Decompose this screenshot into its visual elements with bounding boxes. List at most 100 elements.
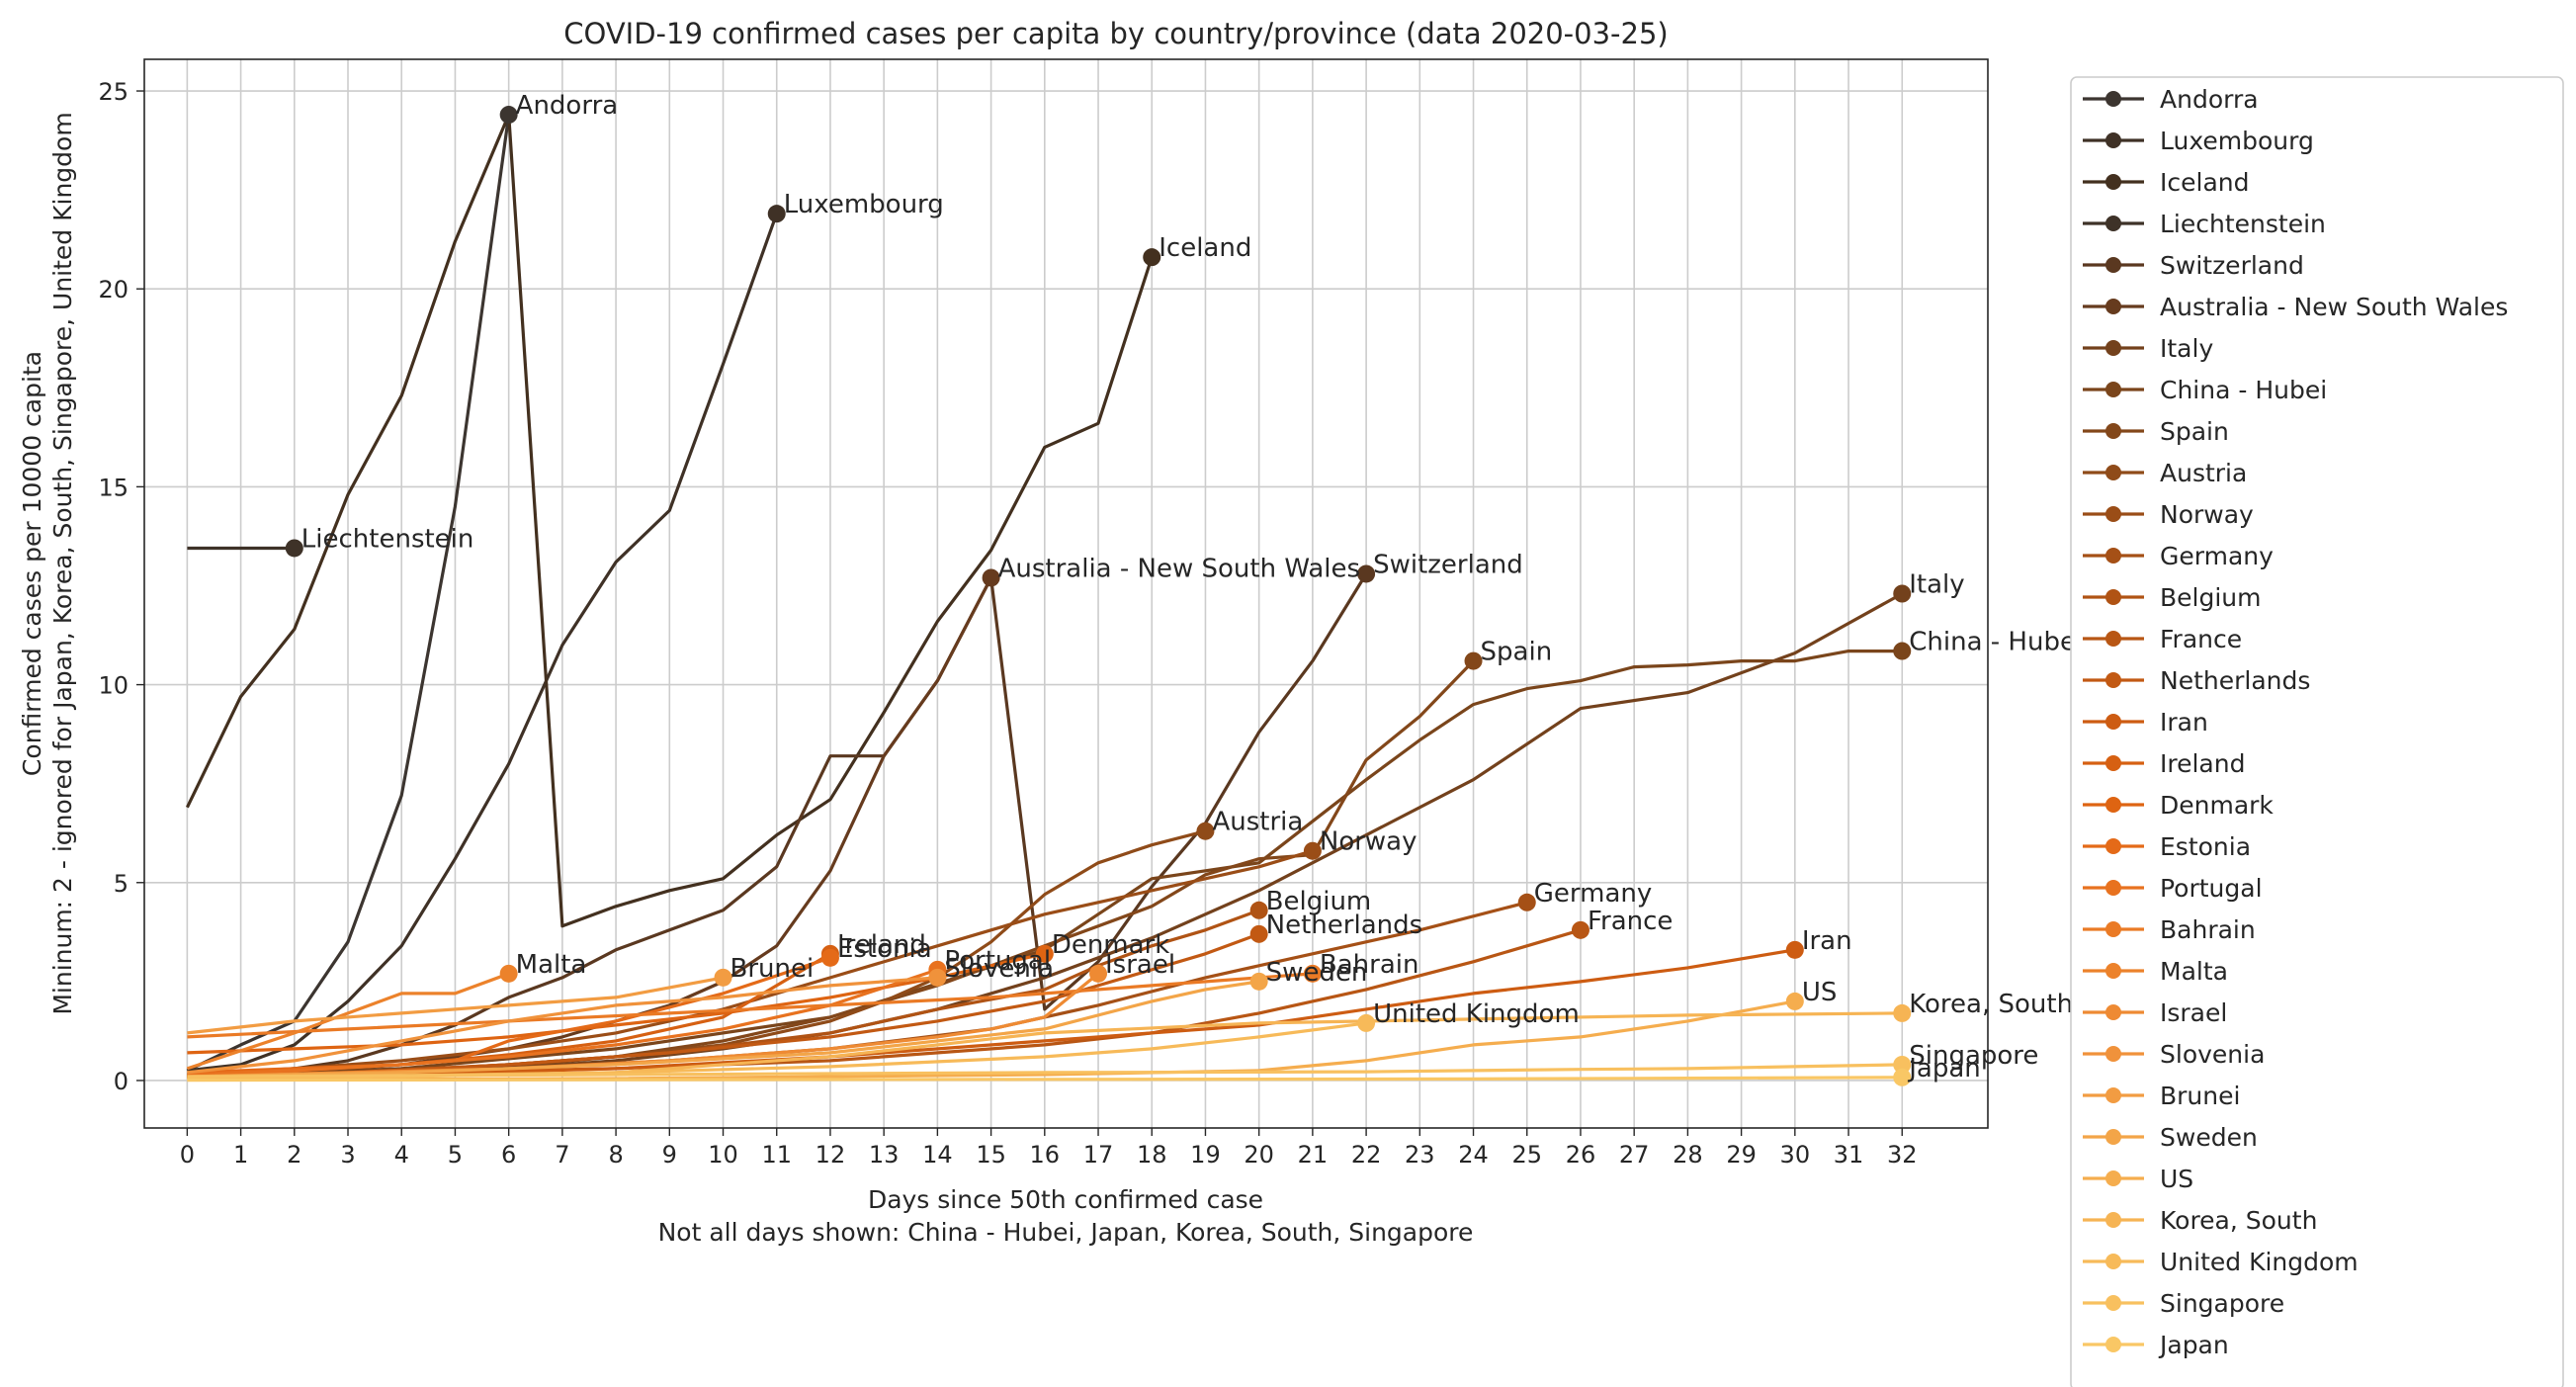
legend-entry-label: Andorra xyxy=(2160,85,2259,114)
x-tick-label: 5 xyxy=(448,1141,463,1169)
series-end-marker xyxy=(767,205,786,223)
series-end-label: Netherlands xyxy=(1266,910,1423,940)
series-line xyxy=(187,968,938,1077)
x-tick-label: 1 xyxy=(233,1141,248,1169)
series-end-label: Israel xyxy=(1105,950,1175,980)
series-line xyxy=(187,1063,1903,1079)
legend-marker-swatch xyxy=(2105,1087,2121,1103)
x-tick-label: 6 xyxy=(501,1141,516,1169)
legend-marker-swatch xyxy=(2105,963,2121,979)
legend-entry-label: Brunei xyxy=(2160,1082,2240,1110)
legend-entry-label: Australia - New South Wales xyxy=(2160,293,2508,321)
x-axis-label: Days since 50th confirmed case xyxy=(868,1185,1263,1214)
series-end-label: Spain xyxy=(1481,638,1553,667)
series-end-label: Korea, South xyxy=(1909,990,2073,1019)
y-tick-label: 20 xyxy=(98,276,129,303)
series-line xyxy=(187,948,1796,1079)
legend-entry-label: Germany xyxy=(2160,542,2274,570)
series-line xyxy=(187,572,1368,1077)
legend-entry-label: Switzerland xyxy=(2160,251,2304,280)
legend-marker-swatch xyxy=(2105,1170,2121,1186)
x-axis-note: Not all days shown: China - Hubei, Japan… xyxy=(658,1218,1474,1247)
legend-marker-swatch xyxy=(2105,838,2121,854)
x-tick-label: 25 xyxy=(1511,1141,1542,1169)
series-end-label: Portugal xyxy=(944,946,1051,976)
legend-entry-label: Denmark xyxy=(2160,791,2274,820)
x-tick-label: 8 xyxy=(608,1141,623,1169)
series-end-marker xyxy=(499,106,518,125)
series-line xyxy=(187,1011,1903,1081)
series-end-marker xyxy=(1196,822,1215,840)
legend-entry-label: Portugal xyxy=(2160,874,2263,903)
legend-marker-swatch xyxy=(2105,1212,2121,1228)
legend-marker-swatch xyxy=(2105,1129,2121,1145)
x-tick-label: 19 xyxy=(1190,1141,1221,1169)
x-tick-label: 31 xyxy=(1834,1141,1864,1169)
series-end-marker xyxy=(499,964,518,983)
x-tick-label: 20 xyxy=(1244,1141,1274,1169)
series-end-marker xyxy=(1249,972,1268,991)
x-tick-label: 17 xyxy=(1083,1141,1114,1169)
x-tick-label: 14 xyxy=(922,1141,953,1169)
series-end-marker xyxy=(285,539,303,558)
series-end-label: United Kingdom xyxy=(1373,999,1580,1029)
legend-entry-label: Iceland xyxy=(2160,168,2249,197)
legend-entry-label: United Kingdom xyxy=(2160,1248,2359,1276)
legend-entry-label: Japan xyxy=(2158,1331,2229,1359)
series-end-label: Norway xyxy=(1320,827,1417,857)
legend-entry-label: Liechtenstein xyxy=(2160,210,2326,238)
series-line xyxy=(187,213,779,1073)
series-end-label: Sweden xyxy=(1266,958,1368,988)
series-end-labels: Andorra Luxembourg Iceland Liechtenstein Swi… xyxy=(301,91,2083,1084)
series-end-label: Malta xyxy=(516,950,587,980)
x-tick-label: 3 xyxy=(340,1141,355,1169)
legend-marker-swatch xyxy=(2105,589,2121,605)
legend-marker-swatch xyxy=(2105,1046,2121,1062)
legend-marker-swatch xyxy=(2105,132,2121,148)
series-line xyxy=(186,114,511,1073)
series-end-marker xyxy=(1785,992,1804,1010)
series-end-label: Germany xyxy=(1534,879,1653,909)
x-tick-label: 16 xyxy=(1030,1141,1061,1169)
legend-entry-label: France xyxy=(2160,625,2242,653)
x-tick-label: 28 xyxy=(1673,1141,1703,1169)
legend-marker-swatch xyxy=(2105,755,2121,771)
legend-entry-label: Singapore xyxy=(2160,1289,2284,1318)
legend-entry-label: Belgium xyxy=(2160,583,2262,612)
plot-area-frame xyxy=(143,58,1989,1129)
series-line xyxy=(187,976,938,1075)
y-axis-label: Confirmed cases per 10000 capita xyxy=(18,351,46,776)
legend-entry-label: Korea, South xyxy=(2160,1206,2317,1235)
legend-box xyxy=(2070,76,2564,1387)
series-line xyxy=(187,976,724,1035)
series-end-label: Estonia xyxy=(837,934,932,964)
legend-entry-label: China - Hubei xyxy=(2160,376,2327,404)
legend-marker-swatch xyxy=(2105,1295,2121,1311)
legend-marker-swatch xyxy=(2105,257,2121,273)
legend-entry-label: Sweden xyxy=(2160,1123,2258,1152)
legend-marker-swatch xyxy=(2105,921,2121,937)
legend-marker-swatch xyxy=(2105,91,2121,107)
x-tick-label: 0 xyxy=(180,1141,195,1169)
series-end-label: France xyxy=(1588,907,1673,936)
x-tick-label: 27 xyxy=(1619,1141,1650,1169)
series-end-label: Italy xyxy=(1909,570,1964,600)
y-tick-label: 0 xyxy=(114,1068,129,1095)
x-tick-label: 24 xyxy=(1458,1141,1489,1169)
series-end-label: Ireland xyxy=(837,930,926,960)
series-line xyxy=(187,999,1796,1082)
series-end-marker xyxy=(928,968,947,987)
x-tick-label: 12 xyxy=(816,1141,846,1169)
series-end-label: Bahrain xyxy=(1320,950,1419,980)
x-tick-label: 23 xyxy=(1405,1141,1435,1169)
legend-marker-swatch xyxy=(2105,174,2121,190)
series-end-marker xyxy=(1249,901,1268,919)
legend-marker-swatch xyxy=(2105,797,2121,813)
series-line xyxy=(187,972,1314,1039)
legend-entry-label: Norway xyxy=(2160,500,2254,529)
series-line xyxy=(187,849,1314,1077)
series-end-label: Slovenia xyxy=(944,954,1054,984)
y-tick-label: 25 xyxy=(98,78,129,106)
legend-entry-label: Netherlands xyxy=(2160,666,2310,695)
series-end-marker xyxy=(1249,924,1268,943)
